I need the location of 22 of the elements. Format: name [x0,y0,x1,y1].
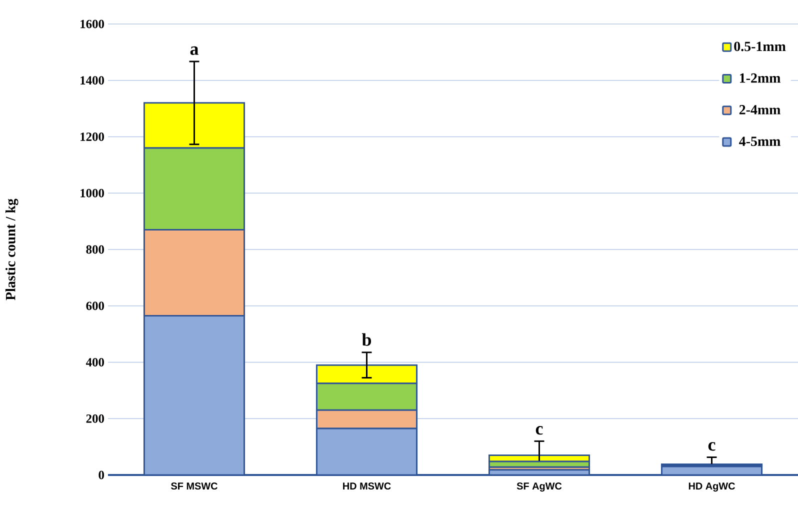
y-tick-label: 1000 [80,188,104,198]
y-tick-label: 800 [86,245,104,254]
annotation: b [362,333,372,346]
legend-label: 2-4mm [739,105,780,114]
y-tick-label: 1600 [80,20,104,28]
annotation: c [536,426,543,435]
legend-label: 0.5-1mm [734,42,786,52]
x-tick-label: SF MSWC [171,482,218,490]
y-tick-label: 200 [86,414,104,423]
y-tick-label: 0 [98,470,104,480]
x-tick-label: HD MSWC [343,482,391,490]
annotation: a [190,46,198,55]
y-tick-label: 600 [86,302,104,310]
y-tick-label: 400 [86,358,104,366]
legend-label: 4-5mm [739,136,780,146]
y-axis-title: Plastic count / kg [5,198,18,300]
legend-label: 1-2mm [740,73,780,83]
x-tick-label: HD AgWC [688,482,735,492]
x-tick-label: SF AgWC [516,482,562,492]
y-tick-label: 1400 [80,76,104,85]
y-tick-label: 1200 [80,132,104,141]
annotation: c [708,442,716,451]
